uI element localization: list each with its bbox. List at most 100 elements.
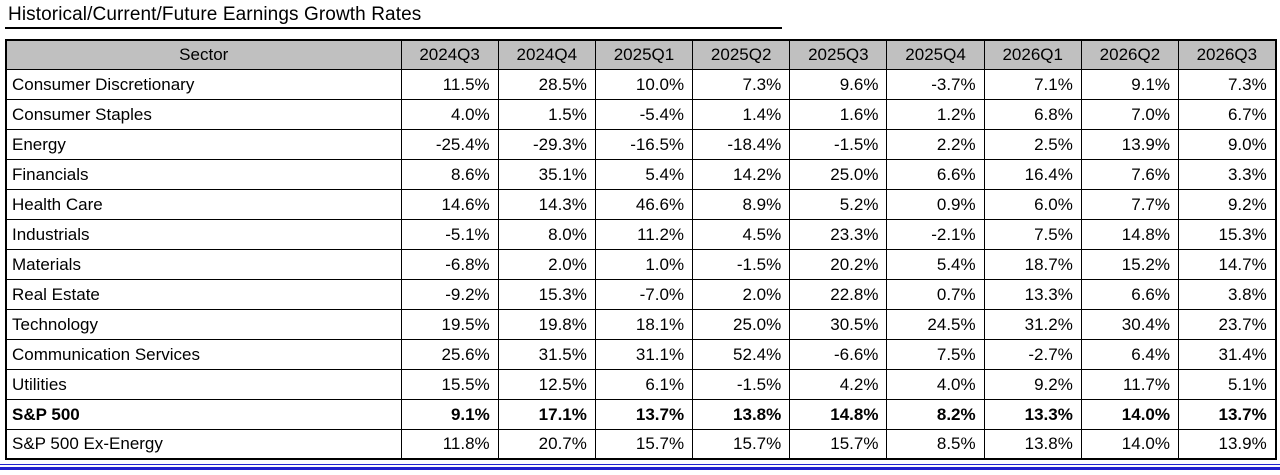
growth-rate-cell: 5.4% xyxy=(886,248,985,280)
growth-rate-cell: 9.0% xyxy=(1177,128,1277,160)
growth-rate-cell: 9.2% xyxy=(1177,188,1277,220)
growth-rate-cell: 8.6% xyxy=(400,158,499,190)
quarter-column-header: 2026Q3 xyxy=(1177,39,1277,70)
growth-rate-cell: -6.6% xyxy=(789,338,888,370)
growth-rate-cell: 4.5% xyxy=(692,218,791,250)
growth-rate-cell: 7.7% xyxy=(1080,188,1180,220)
growth-rate-cell: 16.4% xyxy=(983,158,1082,190)
growth-rate-cell: 20.7% xyxy=(497,428,596,460)
table-row: Technology 19.5% 19.8% 18.1% 25.0% 30.5% 24.5%… xyxy=(5,308,1277,340)
page-title: Historical/Current/Future Earnings Growt… xyxy=(8,4,422,25)
sector-name-cell: Materials xyxy=(5,248,402,280)
table-row: Real Estate -9.2% 15.3% -7.0% 2.0% 22.8% 0.7% 1… xyxy=(5,278,1277,310)
table-row: Industrials -5.1% 8.0% 11.2% 4.5% 23.3% -2.1% 7… xyxy=(5,218,1277,250)
quarter-column-header: 2025Q2 xyxy=(692,39,791,70)
growth-rate-cell: 15.3% xyxy=(1177,218,1277,250)
table-row: Utilities 15.5% 12.5% 6.1% -1.5% 4.2% 4.0% 9.2%… xyxy=(5,368,1277,400)
quarter-column-header: 2025Q3 xyxy=(789,39,888,70)
growth-rate-cell: -2.1% xyxy=(886,218,985,250)
sector-name-cell: Real Estate xyxy=(5,278,402,310)
quarter-column-header: 2024Q4 xyxy=(497,39,596,70)
sector-name-cell: Industrials xyxy=(5,218,402,250)
growth-rate-cell: 11.8% xyxy=(400,428,499,460)
growth-rate-cell: 31.4% xyxy=(1177,338,1277,370)
growth-rate-cell: 14.0% xyxy=(1080,398,1180,430)
table-row: Energy -25.4% -29.3% -16.5% -18.4% -1.5% 2.2% 2… xyxy=(5,128,1277,160)
growth-rate-cell: -1.5% xyxy=(789,128,888,160)
earnings-growth-table: Sector 2024Q3 2024Q4 2025Q1 2025Q2 2025Q3 2025… xyxy=(5,39,1277,460)
growth-rate-cell: 2.0% xyxy=(497,248,596,280)
quarter-column-header: 2024Q3 xyxy=(400,39,499,70)
growth-rate-cell: 23.3% xyxy=(789,218,888,250)
growth-rate-cell: 11.7% xyxy=(1080,368,1180,400)
growth-rate-cell: 10.0% xyxy=(594,68,694,100)
growth-rate-cell: 7.1% xyxy=(983,68,1082,100)
growth-rate-cell: 6.6% xyxy=(1080,278,1180,310)
growth-rate-cell: 14.7% xyxy=(1177,248,1277,280)
growth-rate-cell: 15.7% xyxy=(692,428,791,460)
growth-rate-cell: 18.1% xyxy=(594,308,694,340)
growth-rate-cell: 14.3% xyxy=(497,188,596,220)
table-row: S&P 500 Ex-Energy 11.8% 20.7% 15.7% 15.7% 15.… xyxy=(5,428,1277,460)
quarter-column-header: 2025Q1 xyxy=(594,39,694,70)
growth-rate-cell: 5.2% xyxy=(789,188,888,220)
growth-rate-cell: 20.2% xyxy=(789,248,888,280)
sector-name-cell: Energy xyxy=(5,128,402,160)
growth-rate-cell: 14.8% xyxy=(789,398,888,430)
growth-rate-cell: -9.2% xyxy=(400,278,499,310)
growth-rate-cell: 2.5% xyxy=(983,128,1082,160)
sector-name-cell: Communication Services xyxy=(5,338,402,370)
growth-rate-cell: 9.2% xyxy=(983,368,1082,400)
growth-rate-cell: 28.5% xyxy=(497,68,596,100)
table-row: Materials -6.8% 2.0% 1.0% -1.5% 20.2% 5.4% 18.7… xyxy=(5,248,1277,280)
quarter-column-header: 2026Q1 xyxy=(983,39,1082,70)
growth-rate-cell: 19.8% xyxy=(497,308,596,340)
growth-rate-cell: -25.4% xyxy=(400,128,499,160)
growth-rate-cell: 8.0% xyxy=(497,218,596,250)
growth-rate-cell: 15.7% xyxy=(594,428,694,460)
table-row: Health Care 14.6% 14.3% 46.6% 8.9% 5.2% 0.9% 6.… xyxy=(5,188,1277,220)
growth-rate-cell: 8.2% xyxy=(886,398,985,430)
growth-rate-cell: 15.2% xyxy=(1080,248,1180,280)
growth-rate-cell: -6.8% xyxy=(400,248,499,280)
growth-rate-cell: 11.2% xyxy=(594,218,694,250)
growth-rate-cell: 35.1% xyxy=(497,158,596,190)
growth-rate-cell: 25.0% xyxy=(692,308,791,340)
growth-rate-cell: 13.3% xyxy=(983,278,1082,310)
growth-rate-cell: 6.6% xyxy=(886,158,985,190)
growth-rate-cell: 13.7% xyxy=(594,398,694,430)
sector-name-cell: Utilities xyxy=(5,368,402,400)
growth-rate-cell: 6.8% xyxy=(983,98,1082,130)
growth-rate-cell: 13.7% xyxy=(1177,398,1277,430)
growth-rate-cell: -5.1% xyxy=(400,218,499,250)
growth-rate-cell: 22.8% xyxy=(789,278,888,310)
growth-rate-cell: 8.5% xyxy=(886,428,985,460)
growth-rate-cell: 7.5% xyxy=(886,338,985,370)
growth-rate-cell: 1.2% xyxy=(886,98,985,130)
growth-rate-cell: 0.7% xyxy=(886,278,985,310)
growth-rate-cell: -18.4% xyxy=(692,128,791,160)
growth-rate-cell: -29.3% xyxy=(497,128,596,160)
growth-rate-cell: 7.0% xyxy=(1080,98,1180,130)
sector-name-cell: S&P 500 Ex-Energy xyxy=(5,428,402,460)
growth-rate-cell: 30.4% xyxy=(1080,308,1180,340)
growth-rate-cell: 52.4% xyxy=(692,338,791,370)
growth-rate-cell: 31.5% xyxy=(497,338,596,370)
growth-rate-cell: 9.6% xyxy=(789,68,888,100)
table-row: Consumer Discretionary 11.5% 28.5% 10.0% 7.3… xyxy=(5,68,1277,100)
growth-rate-cell: 30.5% xyxy=(789,308,888,340)
growth-rate-cell: 4.2% xyxy=(789,368,888,400)
sector-name-cell: Technology xyxy=(5,308,402,340)
quarter-column-header: 2026Q2 xyxy=(1080,39,1180,70)
growth-rate-cell: 7.6% xyxy=(1080,158,1180,190)
growth-rate-cell: 13.8% xyxy=(983,428,1082,460)
growth-rate-cell: 5.4% xyxy=(594,158,694,190)
growth-rate-cell: 31.2% xyxy=(983,308,1082,340)
table-row: Consumer Staples 4.0% 1.5% -5.4% 1.4% 1.6% 1.2… xyxy=(5,98,1277,130)
growth-rate-cell: 9.1% xyxy=(400,398,499,430)
growth-rate-cell: 15.3% xyxy=(497,278,596,310)
sector-column-header: Sector xyxy=(5,39,402,70)
growth-rate-cell: 6.0% xyxy=(983,188,1082,220)
growth-rate-cell: 13.9% xyxy=(1080,128,1180,160)
